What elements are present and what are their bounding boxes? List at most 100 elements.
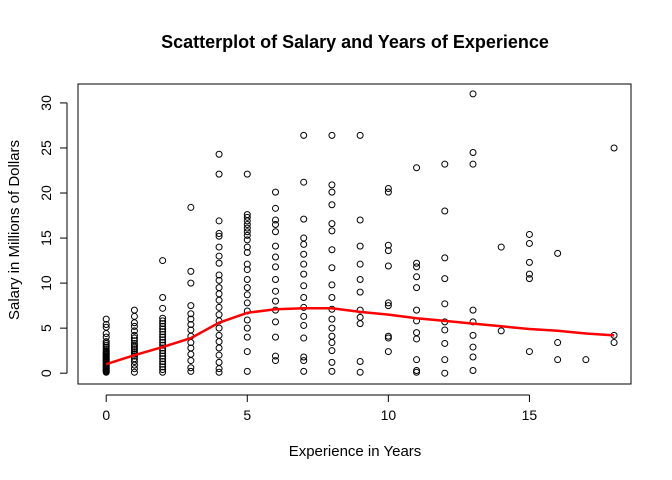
data-point: [525, 348, 533, 356]
data-point: [243, 243, 251, 251]
data-point: [159, 355, 167, 363]
data-point: [356, 275, 364, 283]
data-point: [102, 330, 110, 338]
data-point: [243, 221, 251, 229]
data-point: [272, 263, 279, 271]
data-point: [300, 282, 308, 290]
data-point: [384, 241, 392, 249]
data-point: [243, 348, 251, 356]
data-point: [215, 284, 223, 292]
data-point: [525, 239, 533, 247]
data-point: [159, 339, 167, 347]
data-point: [413, 306, 421, 314]
data-point: [300, 260, 308, 268]
data-point: [130, 331, 138, 339]
data-point: [384, 188, 392, 196]
data-point: [272, 318, 279, 326]
data-point: [272, 253, 279, 261]
data-point: [413, 329, 421, 337]
data-point: [300, 131, 308, 139]
data-point: [187, 321, 195, 329]
data-point: [215, 276, 223, 284]
data-point: [328, 367, 336, 375]
data-point: [243, 367, 251, 375]
data-point: [102, 323, 110, 331]
data-point: [187, 203, 195, 211]
data-point: [272, 287, 279, 295]
data-point: [272, 221, 279, 229]
data-point: [243, 324, 251, 332]
data-point: [272, 297, 279, 305]
data-point: [215, 311, 223, 319]
data-point: [272, 242, 279, 250]
data-point: [159, 363, 167, 371]
x-axis-label: Experience in Years: [289, 443, 422, 460]
data-point: [384, 185, 392, 193]
data-point: [525, 258, 533, 266]
data-point: [469, 366, 477, 374]
data-point: [328, 264, 336, 272]
data-point: [243, 211, 251, 219]
data-point: [159, 314, 167, 322]
data-point: [130, 365, 138, 373]
data-point: [159, 366, 167, 374]
data-point: [243, 231, 251, 239]
data-point: [356, 368, 364, 376]
y-tick-label: 30: [38, 95, 54, 111]
data-point: [187, 315, 195, 323]
data-point: [215, 296, 223, 304]
x-tick-label: 15: [522, 407, 538, 423]
data-point: [187, 310, 195, 318]
data-point: [102, 315, 110, 323]
data-point: [102, 333, 110, 341]
data-point: [413, 273, 421, 281]
data-point: [328, 188, 336, 196]
data-point: [159, 368, 167, 376]
data-point: [328, 246, 336, 254]
y-tick-label: 15: [38, 230, 54, 246]
data-point: [215, 232, 223, 240]
data-point: [441, 369, 449, 377]
y-tick-label: 20: [38, 185, 54, 201]
data-point: [243, 213, 251, 221]
data-point: [300, 321, 308, 329]
data-point: [441, 339, 449, 347]
data-point: [300, 312, 308, 320]
data-point: [215, 365, 223, 373]
data-point: [159, 317, 167, 325]
y-tick-label: 10: [38, 275, 54, 291]
data-point: [610, 144, 618, 152]
data-point: [187, 357, 195, 365]
data-point: [159, 330, 167, 338]
data-point: [187, 350, 195, 358]
data-point: [130, 319, 138, 327]
data-point: [497, 243, 505, 251]
data-point: [187, 302, 195, 310]
data-point: [159, 325, 167, 333]
data-point: [159, 352, 167, 360]
data-point: [356, 242, 364, 250]
data-point: [159, 320, 167, 328]
data-point: [187, 279, 195, 287]
data-point: [554, 339, 562, 347]
data-point: [469, 331, 477, 339]
smooth-trend-line: [105, 307, 615, 366]
data-point: [356, 288, 364, 296]
data-point: [300, 240, 308, 248]
data-point: [384, 302, 392, 310]
x-tick-label: 10: [381, 407, 397, 423]
data-point: [243, 224, 251, 232]
data-point: [272, 333, 279, 341]
data-point: [130, 339, 138, 347]
data-point: [159, 294, 167, 302]
data-point: [130, 306, 138, 314]
data-point: [215, 252, 223, 260]
data-point: [215, 351, 223, 359]
data-point: [130, 368, 138, 376]
data-point: [215, 331, 223, 339]
data-point: [215, 271, 223, 279]
data-point: [243, 266, 251, 274]
data-point: [441, 254, 449, 262]
data-point: [159, 322, 167, 330]
data-point: [356, 216, 364, 224]
